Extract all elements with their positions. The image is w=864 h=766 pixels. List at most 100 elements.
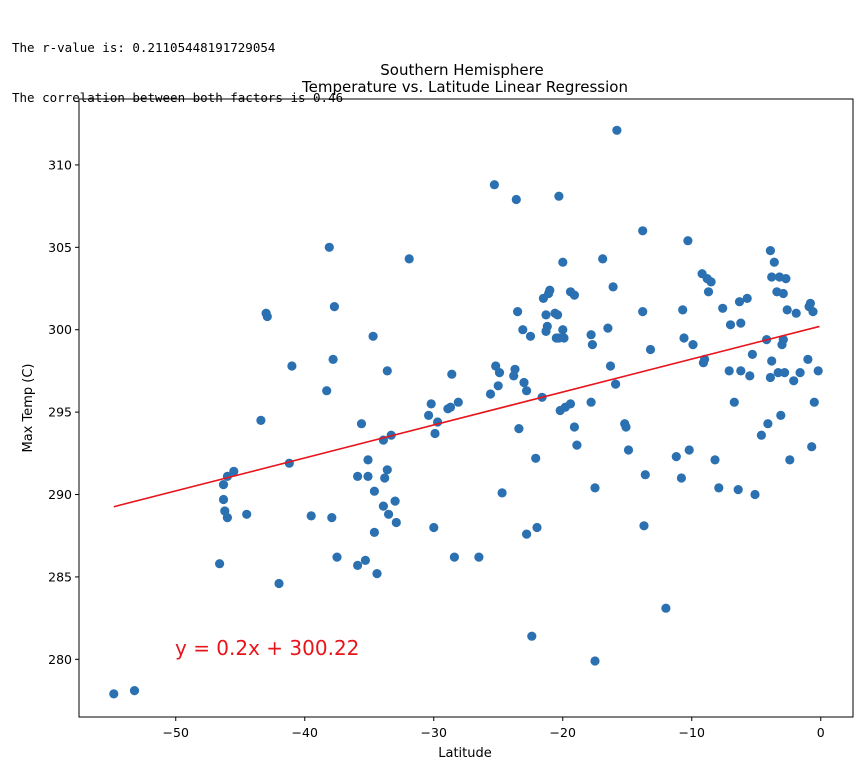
data-point xyxy=(391,517,401,528)
data-point xyxy=(638,307,648,317)
data-point xyxy=(572,440,582,450)
data-point xyxy=(639,521,649,531)
data-point xyxy=(109,689,119,699)
data-point xyxy=(262,311,272,322)
data-point xyxy=(767,272,777,282)
data-point xyxy=(380,473,390,483)
data-point xyxy=(430,428,440,439)
data-point xyxy=(368,331,378,341)
y-tick-label: 310 xyxy=(48,157,72,172)
data-point xyxy=(542,321,552,331)
x-tick-label: −30 xyxy=(421,725,447,740)
data-point xyxy=(513,307,523,317)
data-point xyxy=(218,480,229,490)
data-point xyxy=(791,308,801,318)
data-point xyxy=(725,320,736,330)
y-tick-label: 300 xyxy=(48,322,72,337)
data-point xyxy=(734,297,745,307)
data-point xyxy=(605,361,616,371)
data-point xyxy=(598,254,608,264)
y-tick-label: 305 xyxy=(48,240,72,255)
data-point xyxy=(710,455,720,465)
data-point xyxy=(510,364,520,374)
data-point xyxy=(447,369,457,379)
data-point xyxy=(586,330,596,340)
y-tick-label: 295 xyxy=(48,405,72,420)
data-point xyxy=(453,397,463,407)
data-point xyxy=(527,631,537,641)
data-point xyxy=(773,368,783,378)
chart-title: Southern Hemisphere xyxy=(380,61,543,79)
data-point xyxy=(511,194,521,205)
data-point xyxy=(661,603,671,613)
data-point xyxy=(782,305,792,315)
data-point xyxy=(769,257,779,267)
x-tick-label: 0 xyxy=(817,725,825,740)
data-point xyxy=(356,419,367,429)
data-point xyxy=(493,381,503,391)
data-point xyxy=(778,335,788,345)
data-point xyxy=(489,180,499,190)
data-point xyxy=(328,354,338,364)
data-point xyxy=(603,323,613,333)
data-point xyxy=(688,340,698,350)
data-point xyxy=(645,344,656,355)
data-point xyxy=(785,455,795,465)
data-point xyxy=(765,372,776,383)
data-point xyxy=(565,399,576,409)
data-point xyxy=(678,305,688,315)
data-point xyxy=(813,366,823,376)
data-point xyxy=(718,303,728,313)
data-point xyxy=(256,415,266,425)
data-point xyxy=(780,368,790,378)
data-point xyxy=(382,366,392,376)
x-tick-label: −20 xyxy=(550,725,576,740)
data-point xyxy=(222,513,232,523)
data-point xyxy=(497,488,507,498)
data-point xyxy=(559,333,569,343)
data-point xyxy=(679,333,689,343)
x-tick-label: −10 xyxy=(679,725,705,740)
data-point xyxy=(274,578,284,589)
data-point xyxy=(382,465,392,475)
data-points xyxy=(109,125,823,699)
data-point xyxy=(558,257,568,267)
data-point xyxy=(353,560,363,571)
data-point xyxy=(569,422,580,432)
data-point xyxy=(750,489,760,500)
code-output: The r-value is: 0.21105448191729054 The … xyxy=(12,7,343,123)
data-point xyxy=(332,552,342,562)
data-point xyxy=(429,522,439,533)
data-point xyxy=(742,293,752,303)
data-point xyxy=(426,399,436,409)
chart-subtitle: Temperature vs. Latitude Linear Regressi… xyxy=(301,78,628,96)
data-point xyxy=(608,282,618,292)
data-point xyxy=(474,552,484,562)
y-tick-label: 280 xyxy=(48,652,72,667)
data-point xyxy=(807,442,817,452)
data-point xyxy=(586,397,596,407)
data-point xyxy=(553,310,563,320)
data-point xyxy=(390,496,400,506)
data-point xyxy=(590,656,600,666)
data-point xyxy=(789,376,799,386)
data-point xyxy=(554,191,564,201)
data-point xyxy=(623,445,634,455)
data-point xyxy=(518,325,528,335)
data-point xyxy=(736,366,746,376)
data-point xyxy=(360,555,370,566)
data-point xyxy=(776,410,786,420)
x-tick-label: −50 xyxy=(163,725,189,740)
data-point xyxy=(372,569,382,579)
data-point xyxy=(218,494,229,505)
data-point xyxy=(684,445,694,455)
data-point xyxy=(353,471,363,481)
data-point xyxy=(229,466,239,476)
correlation-line: The correlation between both factors is … xyxy=(12,89,344,105)
data-point xyxy=(763,419,773,429)
data-point xyxy=(514,424,524,434)
data-point xyxy=(522,386,532,396)
plot-frame xyxy=(78,98,854,718)
data-point xyxy=(714,483,724,493)
data-point xyxy=(703,287,714,297)
